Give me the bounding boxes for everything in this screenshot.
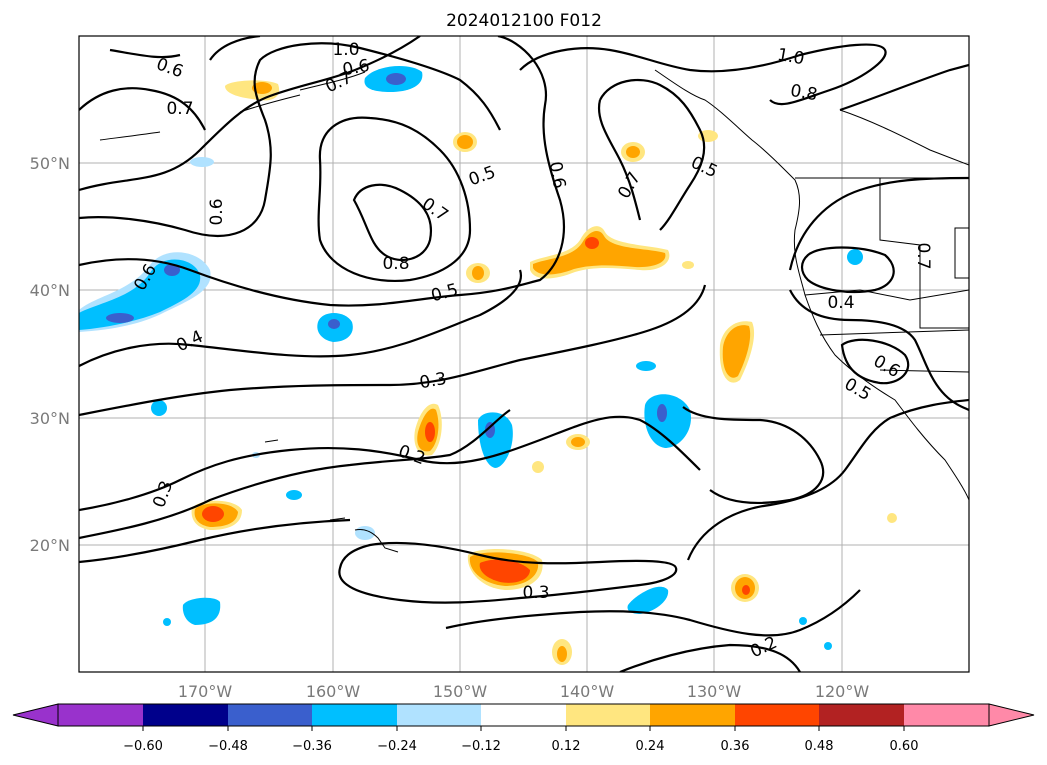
contour-label: 0.8 bbox=[789, 81, 819, 105]
positive-anomaly-area bbox=[626, 146, 640, 158]
colorbar-tick-label: −0.24 bbox=[377, 739, 417, 754]
negative-anomaly-area bbox=[636, 361, 656, 371]
colorbar-tick-label: 0.48 bbox=[805, 739, 834, 754]
positive-anomaly-area bbox=[472, 266, 484, 280]
positive-anomaly-area bbox=[557, 646, 567, 662]
latitude-labels: 50°N 40°N 30°N 20°N bbox=[30, 154, 70, 555]
colorbar-tick-label: −0.36 bbox=[292, 739, 332, 754]
colorbar-tick-label: −0.12 bbox=[461, 739, 501, 754]
negative-anomaly-area bbox=[644, 394, 691, 448]
positive-anomaly-area bbox=[532, 461, 544, 473]
negative-anomaly-area bbox=[627, 586, 669, 614]
contour-label: 0.7 bbox=[913, 242, 933, 269]
negative-anomaly-area bbox=[163, 618, 171, 626]
colorbar-segment bbox=[650, 704, 735, 726]
colorbar-extend-low bbox=[12, 703, 59, 727]
contour-label: 0.8 bbox=[382, 254, 409, 274]
colorbar-segment bbox=[397, 704, 481, 726]
colorbar-tick-label: −0.60 bbox=[123, 739, 163, 754]
lon-label-120w: 120°W bbox=[815, 682, 870, 701]
lon-label-160w: 160°W bbox=[306, 682, 361, 701]
negative-anomaly-area bbox=[286, 490, 302, 500]
contour-label: 0.7 bbox=[166, 99, 193, 119]
coastlines bbox=[99, 69, 969, 553]
negative-anomaly-area bbox=[824, 642, 832, 650]
lat-label-20n: 20°N bbox=[30, 536, 70, 555]
positive-anomaly-area bbox=[425, 422, 435, 442]
negative-anomaly-area bbox=[386, 73, 406, 85]
colorbar-segment bbox=[566, 704, 650, 726]
colorbar-ticks bbox=[142, 726, 905, 731]
positive-anomaly-area bbox=[887, 513, 897, 523]
negative-anomaly-area bbox=[164, 264, 180, 276]
colorbar-frame bbox=[57, 703, 990, 727]
negative-anomaly-area bbox=[151, 400, 167, 416]
colorbar-tick-label: −0.48 bbox=[208, 739, 248, 754]
negative-anomaly-area bbox=[190, 157, 214, 167]
colorbar-segment bbox=[228, 704, 312, 726]
contour-label: 0.4 bbox=[827, 293, 854, 313]
contour-label: 1.0 bbox=[776, 45, 806, 69]
contour-label: 0.6 bbox=[207, 198, 227, 225]
positive-anomaly-area bbox=[202, 506, 224, 522]
colorbar-segment bbox=[481, 704, 566, 726]
contour-label: 0.6 bbox=[545, 160, 569, 190]
contour-label: 0.3 bbox=[418, 369, 448, 393]
lat-label-40n: 40°N bbox=[30, 281, 70, 300]
positive-anomaly-area bbox=[682, 261, 694, 269]
contour-label: 0.6 bbox=[341, 56, 371, 80]
lon-label-150w: 150°W bbox=[433, 682, 488, 701]
positive-anomaly-area bbox=[722, 325, 751, 378]
positive-anomaly-area bbox=[252, 82, 272, 94]
negative-anomaly-area bbox=[182, 597, 221, 625]
negative-anomaly-area bbox=[657, 404, 667, 422]
negative-anomaly-area bbox=[799, 617, 807, 625]
colorbar-tick-label: 0.24 bbox=[636, 739, 665, 754]
lon-label-140w: 140°W bbox=[560, 682, 615, 701]
colorbar-segment bbox=[735, 704, 819, 726]
colorbar-segment bbox=[819, 704, 904, 726]
contour-lines bbox=[79, 36, 969, 672]
negative-anomaly-area bbox=[79, 259, 201, 330]
positive-anomaly-area bbox=[533, 230, 666, 275]
lat-label-30n: 30°N bbox=[30, 409, 70, 428]
colorbar-extend-high bbox=[988, 703, 1035, 727]
lat-label-50n: 50°N bbox=[30, 154, 70, 173]
colorbar-segment bbox=[58, 704, 143, 726]
colorbar-segment bbox=[904, 704, 989, 726]
positive-anomaly-area bbox=[457, 135, 473, 149]
contour-label: 1.0 bbox=[332, 40, 359, 60]
colorbar-tick-label: 0.12 bbox=[552, 739, 581, 754]
positive-anomaly-area bbox=[742, 585, 750, 595]
contour-label: 0.3 bbox=[522, 583, 549, 603]
negative-anomaly-area bbox=[328, 319, 340, 329]
shaded-anomalies bbox=[79, 66, 897, 665]
longitude-labels: 170°W 160°W 150°W 140°W 130°W 120°W bbox=[178, 682, 870, 701]
map-title: 2024012100 F012 bbox=[446, 11, 602, 31]
plot-frame bbox=[78, 35, 970, 673]
colorbar: −0.60 −0.48 −0.36 −0.24 −0.12 0.12 0.24 … bbox=[12, 703, 1035, 754]
positive-anomaly-area bbox=[585, 237, 599, 249]
positive-anomaly-area bbox=[479, 559, 530, 583]
colorbar-segment bbox=[143, 704, 228, 726]
lon-label-170w: 170°W bbox=[178, 682, 233, 701]
negative-anomaly-area bbox=[847, 249, 863, 265]
colorbar-tick-label: 0.60 bbox=[890, 739, 919, 754]
colorbar-segment bbox=[312, 704, 397, 726]
lon-label-130w: 130°W bbox=[687, 682, 742, 701]
colorbar-tick-label: 0.36 bbox=[721, 739, 750, 754]
negative-anomaly-area bbox=[106, 313, 134, 323]
positive-anomaly-area bbox=[571, 437, 585, 447]
